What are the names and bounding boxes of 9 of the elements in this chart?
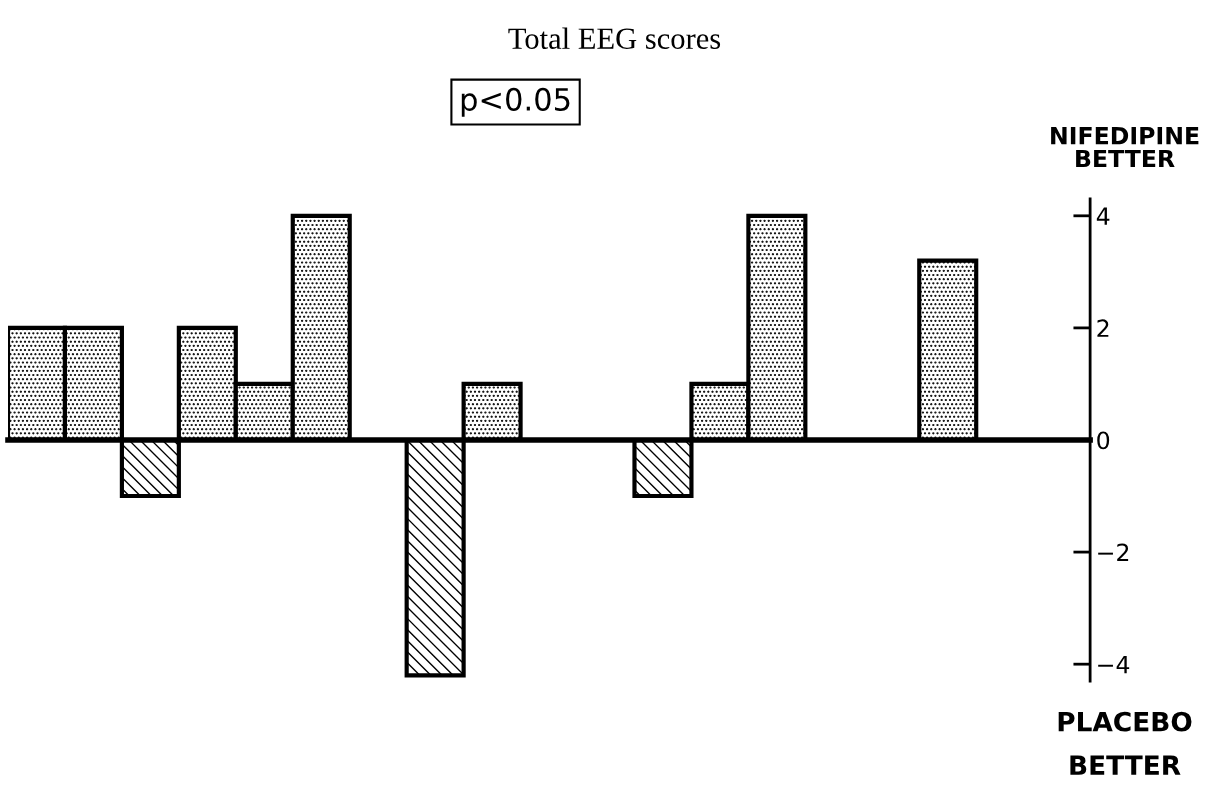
y-tick-label: 0	[1097, 431, 1110, 450]
y-tick-label: −4	[1098, 655, 1130, 674]
y-tick-label: 4	[1096, 207, 1110, 225]
y-tick-label: −2	[1098, 543, 1129, 562]
chart-subtitle: p<0.05	[461, 87, 570, 117]
text: NIFEDIPINE BETTER	[1051, 127, 1199, 168]
chart-title: Total EEG scores	[508, 27, 721, 49]
y-tick-label: 2	[1097, 319, 1109, 337]
text: PLACEBO BETTER	[1058, 711, 1192, 775]
